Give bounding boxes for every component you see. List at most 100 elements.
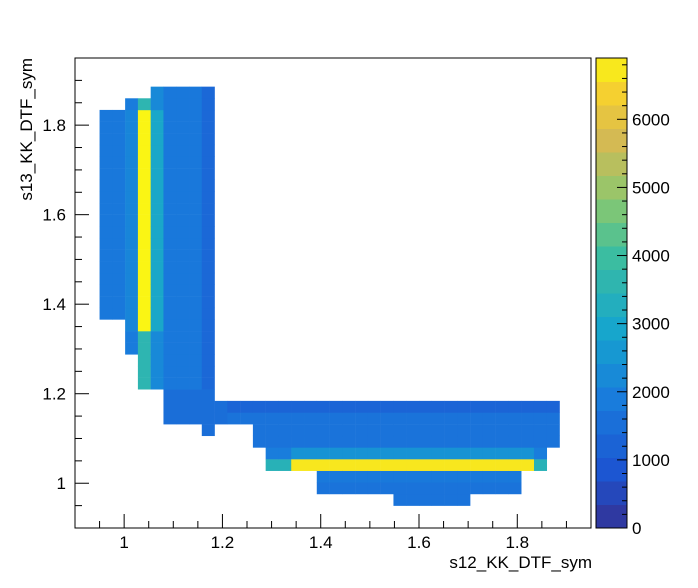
heatmap-cell [137, 214, 151, 227]
heatmap-cell [176, 261, 190, 274]
heatmap-cell [99, 168, 113, 180]
heatmap-cell [189, 284, 203, 297]
colorbar-segment [596, 293, 627, 317]
heatmap-cell [457, 400, 471, 413]
heatmap-cell [406, 424, 420, 437]
heatmap-cell [163, 237, 177, 250]
heatmap-cell [176, 249, 190, 262]
heatmap-cell [457, 424, 471, 437]
heatmap-cell [99, 296, 113, 309]
heatmap-cell [252, 435, 266, 448]
heatmap-cell [150, 121, 164, 134]
heatmap-cell [431, 447, 445, 460]
plot-frame [74, 57, 592, 529]
heatmap-cell [201, 237, 215, 250]
heatmap-cell [201, 156, 215, 169]
heatmap-cell [444, 493, 458, 506]
heatmap-cell [406, 459, 420, 471]
heatmap-cell [393, 493, 407, 506]
heatmap-cell [176, 284, 190, 297]
heatmap-cell [431, 412, 445, 425]
heatmap-cell [201, 86, 215, 99]
heatmap-cell [355, 459, 369, 471]
heatmap-cell [137, 261, 151, 274]
heatmap-cell [112, 144, 126, 157]
heatmap-cell [99, 109, 113, 122]
heatmap-cell [508, 435, 522, 448]
heatmap-cell [342, 482, 356, 495]
heatmap-cell [265, 447, 279, 460]
heatmap-cell [201, 284, 215, 297]
heatmap-cell [137, 168, 151, 180]
heatmap-cell [99, 179, 113, 192]
heatmap-cell [201, 400, 215, 413]
colorbar-segment [596, 363, 627, 388]
heatmap-cell [163, 214, 177, 227]
heatmap-cell [342, 424, 356, 437]
heatmap-cell [189, 179, 203, 192]
heatmap-cell [150, 307, 164, 320]
heatmap-cell [367, 459, 381, 471]
heatmap-cell [419, 493, 433, 506]
heatmap-cell [137, 121, 151, 134]
heatmap-cell [201, 424, 215, 437]
heatmap-cell [163, 156, 177, 169]
heatmap-cell [150, 365, 164, 378]
heatmap-cell [201, 144, 215, 157]
heatmap-cell [150, 226, 164, 239]
heatmap-cell [201, 331, 215, 343]
heatmap-cell [470, 424, 484, 437]
colorbar-tick-label: 3000 [632, 315, 670, 334]
heatmap-cell [150, 203, 164, 215]
heatmap-cell [176, 203, 190, 215]
colorbar-tick-label: 6000 [632, 110, 670, 129]
heatmap-cell [457, 470, 471, 483]
heatmap-cell [240, 412, 254, 425]
heatmap-cell [201, 214, 215, 227]
heatmap-cell [355, 400, 369, 413]
heatmap-cell [482, 400, 496, 413]
heatmap-cell [125, 307, 139, 320]
heatmap-cell [470, 482, 484, 495]
heatmap-cell [163, 261, 177, 274]
heatmap-cell [137, 284, 151, 297]
heatmap-cell [150, 98, 164, 111]
heatmap-cell [189, 319, 203, 332]
heatmap-cell [99, 156, 113, 169]
heatmap-cell [189, 296, 203, 309]
heatmap-cell [189, 203, 203, 215]
heatmap-cell [176, 179, 190, 192]
heatmap-cell [189, 109, 203, 122]
heatmap-cell [176, 342, 190, 355]
heatmap-cell [406, 412, 420, 425]
heatmap-cell [163, 284, 177, 297]
heatmap-cell [406, 447, 420, 460]
heatmap-cell [150, 214, 164, 227]
heatmap-cell [393, 459, 407, 471]
heatmap-cell [316, 482, 330, 495]
heatmap-cell [176, 214, 190, 227]
heatmap-cell [431, 435, 445, 448]
heatmap-cell [457, 412, 471, 425]
heatmap-cell [125, 331, 139, 343]
heatmap-cell [163, 331, 177, 343]
heatmap-cell [431, 493, 445, 506]
heatmap-cell [150, 109, 164, 122]
colorbar-segment [596, 81, 627, 106]
heatmap-cell [329, 412, 343, 425]
heatmap-cell [189, 389, 203, 402]
heatmap-cell [163, 307, 177, 320]
heatmap-cell [444, 459, 458, 471]
heatmap-cell [99, 133, 113, 146]
heatmap-cell [150, 237, 164, 250]
heatmap-cell [112, 191, 126, 204]
heatmap-cell [533, 435, 548, 448]
colorbar-segment [596, 222, 627, 247]
heatmap-cell [533, 424, 548, 437]
heatmap-cell [482, 482, 496, 495]
heatmap-cell [163, 342, 177, 355]
heatmap-cell [189, 342, 203, 355]
heatmap-cell [367, 470, 381, 483]
heatmap-cell [393, 435, 407, 448]
